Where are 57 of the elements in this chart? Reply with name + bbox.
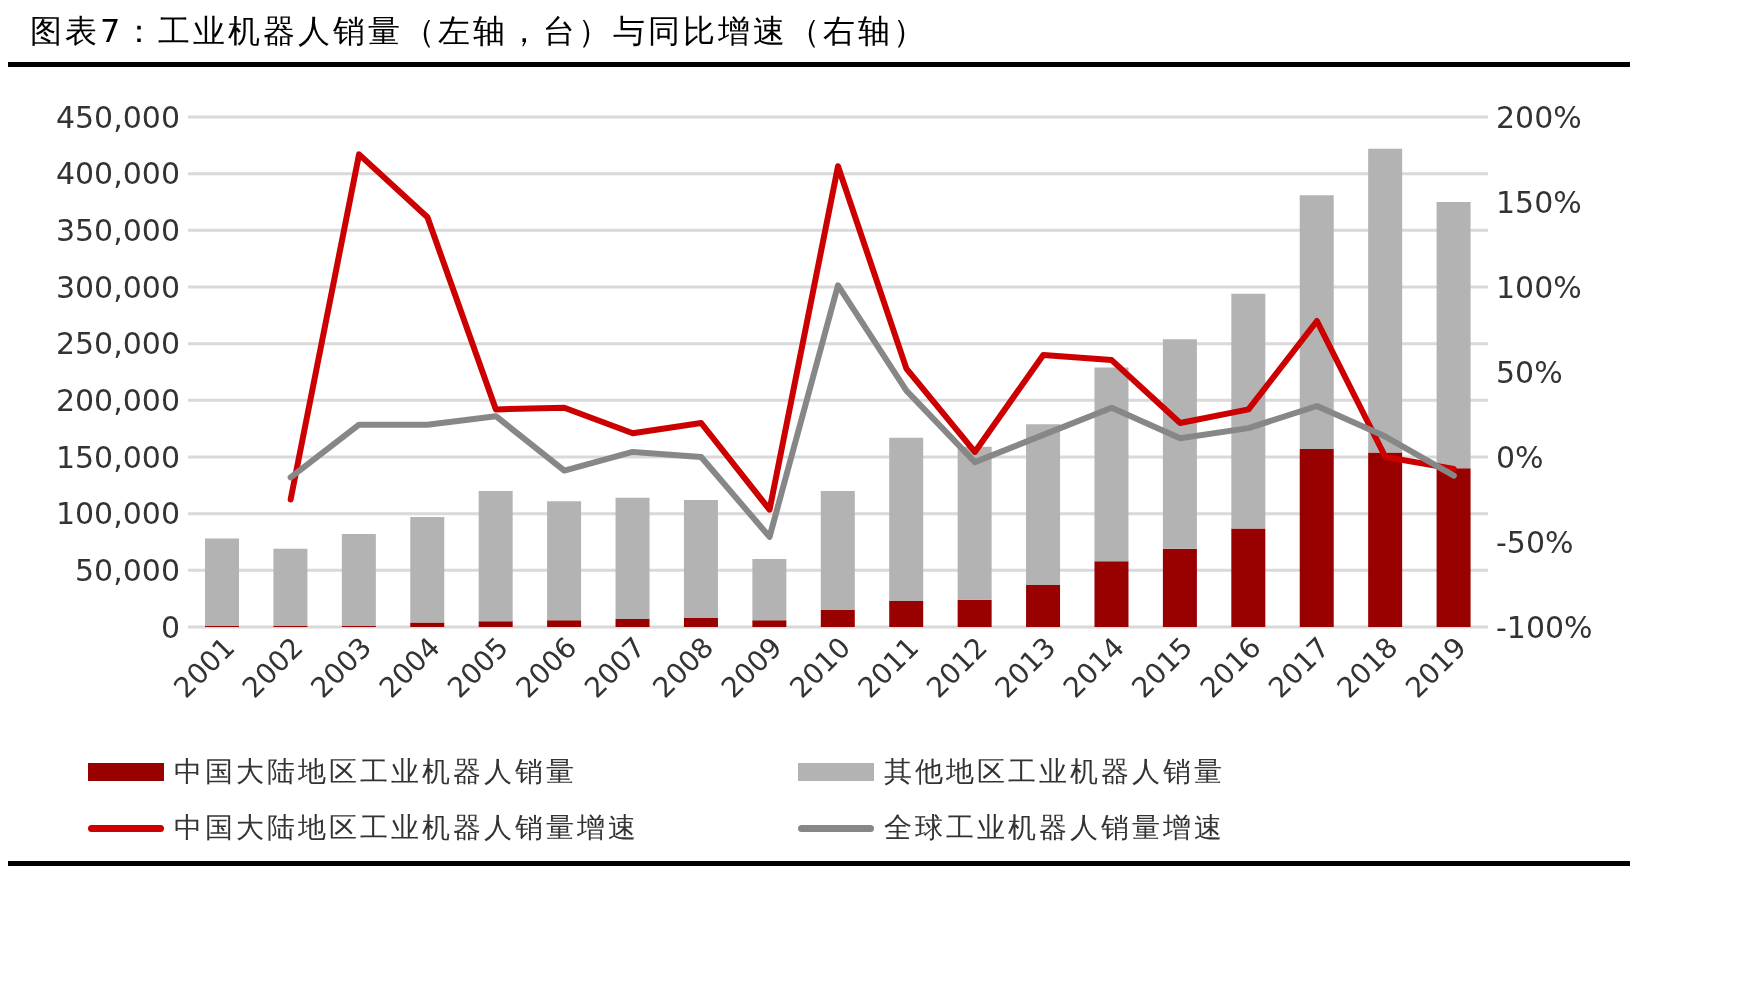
bar [410, 517, 445, 623]
bar [1231, 528, 1266, 627]
bar [1299, 449, 1334, 627]
y2-tick-label: -100% [1496, 609, 1593, 645]
y-tick-label: 100,000 [55, 496, 180, 532]
bar [410, 622, 445, 627]
bar [1231, 293, 1266, 529]
bar [1094, 367, 1129, 562]
bar [478, 491, 513, 622]
y-tick-label: 300,000 [55, 269, 180, 305]
bar [205, 538, 239, 626]
y-tick-label: 350,000 [55, 212, 180, 248]
y-tick-label: 0 [160, 609, 180, 645]
legend-label: 中国大陆地区工业机器人销量增速 [174, 810, 639, 846]
y2-tick-label: 100% [1496, 269, 1582, 305]
bar [615, 619, 650, 627]
legend-label: 全球工业机器人销量增速 [884, 810, 1225, 846]
bar [752, 620, 787, 627]
bar [1368, 452, 1403, 627]
bar [1094, 561, 1129, 627]
bar [478, 621, 513, 627]
bar [957, 446, 992, 600]
bar [889, 437, 924, 601]
bar [615, 497, 650, 620]
bar [1162, 339, 1197, 549]
legend-label: 中国大陆地区工业机器人销量 [174, 754, 577, 790]
bar [820, 610, 855, 627]
y-tick-label: 200,000 [55, 382, 180, 418]
legend-label: 其他地区工业机器人销量 [884, 754, 1225, 790]
bar [1368, 148, 1403, 453]
bar [1436, 468, 1471, 627]
bar [752, 559, 787, 621]
y2-tick-label: 50% [1496, 354, 1563, 390]
bar [889, 600, 924, 627]
bar [1436, 202, 1471, 469]
bar [1299, 195, 1334, 450]
y2-tick-label: -50% [1496, 524, 1574, 560]
y-tick-label: 250,000 [55, 326, 180, 362]
bar [683, 617, 718, 627]
bar [1162, 548, 1197, 627]
bar [547, 501, 582, 621]
bar [1026, 424, 1061, 586]
bar [547, 620, 582, 627]
y-tick-label: 450,000 [55, 99, 180, 135]
y-tick-label: 400,000 [55, 156, 180, 192]
bar [1026, 585, 1061, 627]
y2-tick-label: 150% [1496, 184, 1582, 220]
y2-tick-label: 0% [1496, 439, 1544, 475]
bar [341, 534, 376, 626]
bar [957, 599, 992, 627]
chart-title: 图表7：工业机器人销量（左轴，台）与同比增速（右轴） [8, 8, 1630, 67]
bar [820, 491, 855, 610]
y-tick-label: 50,000 [75, 552, 180, 588]
bar [273, 548, 308, 626]
y-tick-label: 150,000 [55, 439, 180, 475]
y2-tick-label: 200% [1496, 99, 1582, 135]
bar [683, 500, 718, 618]
